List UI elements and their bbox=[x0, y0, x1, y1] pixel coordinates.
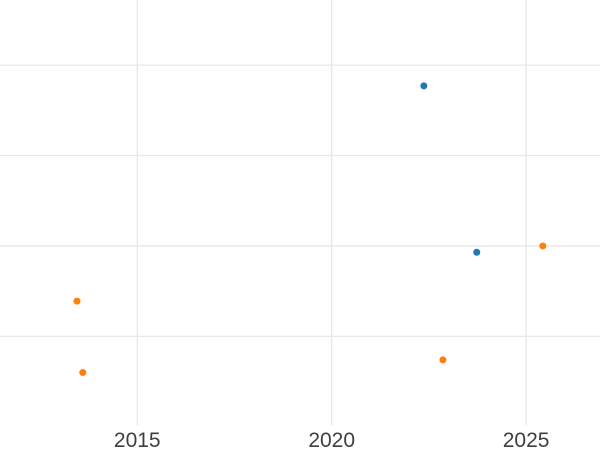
data-point-blue bbox=[473, 248, 481, 256]
x-axis-tick-label: 2020 bbox=[308, 429, 355, 450]
x-axis-tick-label: 2015 bbox=[114, 429, 161, 450]
data-point-orange bbox=[539, 242, 547, 250]
data-point-orange bbox=[439, 356, 447, 364]
x-axis-tick-label: 2025 bbox=[503, 429, 550, 450]
data-point-blue bbox=[420, 82, 428, 90]
data-point-orange bbox=[73, 297, 81, 305]
data-point-orange bbox=[79, 369, 87, 377]
